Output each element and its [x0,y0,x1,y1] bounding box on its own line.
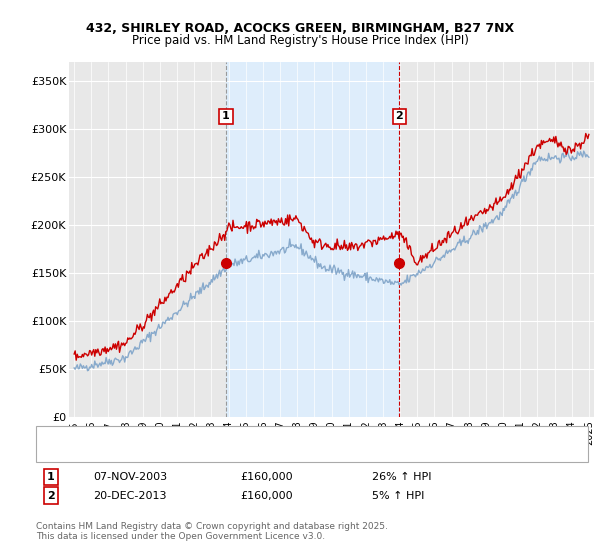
Text: 1: 1 [47,472,55,482]
Text: 1: 1 [222,111,230,122]
Text: 432, SHIRLEY ROAD, ACOCKS GREEN, BIRMINGHAM, B27 7NX (semi-detached house): 432, SHIRLEY ROAD, ACOCKS GREEN, BIRMING… [69,431,486,441]
Text: Price paid vs. HM Land Registry's House Price Index (HPI): Price paid vs. HM Land Registry's House … [131,34,469,46]
Text: 2: 2 [47,491,55,501]
Text: 26% ↑ HPI: 26% ↑ HPI [372,472,431,482]
Text: 07-NOV-2003: 07-NOV-2003 [93,472,167,482]
Text: HPI: Average price, semi-detached house, Birmingham: HPI: Average price, semi-detached house,… [69,448,337,458]
Text: Contains HM Land Registry data © Crown copyright and database right 2025.
This d: Contains HM Land Registry data © Crown c… [36,522,388,542]
Text: 432, SHIRLEY ROAD, ACOCKS GREEN, BIRMINGHAM, B27 7NX: 432, SHIRLEY ROAD, ACOCKS GREEN, BIRMING… [86,22,514,35]
Text: —: — [45,429,59,443]
Text: 20-DEC-2013: 20-DEC-2013 [93,491,167,501]
Bar [226,62,399,417]
Text: —: — [45,446,59,460]
Text: 2: 2 [395,111,403,122]
Text: £160,000: £160,000 [240,491,293,501]
Text: £160,000: £160,000 [240,472,293,482]
Text: 5% ↑ HPI: 5% ↑ HPI [372,491,424,501]
